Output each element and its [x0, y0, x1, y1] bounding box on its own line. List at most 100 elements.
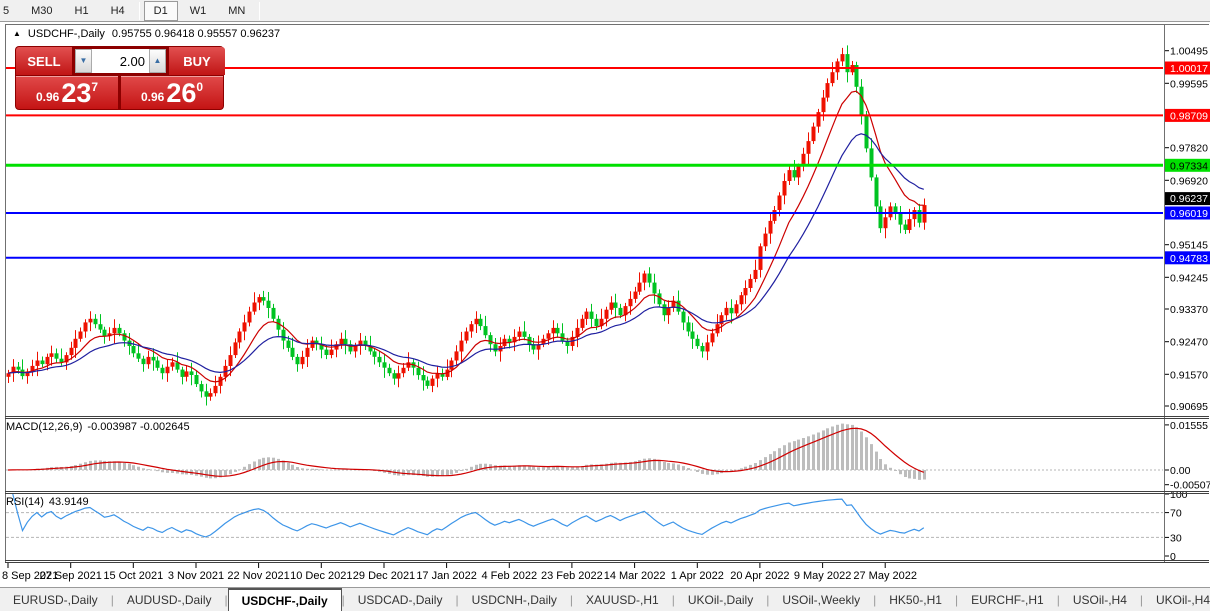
volume-spinner: ▼ ▲ — [74, 48, 167, 74]
timeframe-button-w1[interactable]: W1 — [180, 1, 217, 21]
tab-separator: | — [954, 592, 959, 607]
volume-increase-button[interactable]: ▲ — [149, 49, 166, 73]
tab-separator: | — [1056, 592, 1060, 607]
buy-button[interactable]: BUY — [169, 47, 225, 75]
svg-text:0.91570: 0.91570 — [1170, 369, 1208, 381]
timeframe-button-d1[interactable]: D1 — [143, 0, 178, 21]
rsi-pane: 100 70 30 0 — [6, 489, 1188, 563]
svg-text:0.98709: 0.98709 — [1170, 110, 1208, 122]
timeframe-button-h1[interactable]: H1 — [65, 1, 99, 21]
tab-separator: | — [341, 592, 345, 607]
sell-pips: 23 — [61, 78, 92, 108]
chart-window: 1.00495 0.99595 0.97820 0.96920 0.95145 0.942… — [0, 22, 1210, 587]
svg-text:1.00017: 1.00017 — [1170, 63, 1208, 75]
price-chart-canvas[interactable]: 1.00495 0.99595 0.97820 0.96920 0.95145 0.942… — [0, 22, 1210, 587]
svg-text:-0.005075: -0.005075 — [1170, 480, 1210, 492]
buy-big-figure: 0.96 — [140, 90, 165, 104]
svg-text:23 Feb 2022: 23 Feb 2022 — [541, 570, 603, 582]
tab-usdcad-daily[interactable]: USDCAD-,Daily — [357, 592, 443, 607]
tab-separator: | — [569, 592, 574, 607]
macd-pane: 0.01555 0.00 -0.005075 — [6, 420, 1210, 492]
macd-indicator-label: MACD(12,26,9) -0.003987 -0.002645 — [6, 421, 195, 433]
tab-separator: | — [873, 592, 877, 607]
rsi-indicator-label: RSI(14) 43.9149 — [6, 496, 94, 508]
pane-borders — [5, 24, 1209, 563]
timeframe-button-m30[interactable]: M30 — [21, 1, 62, 21]
svg-text:9 May 2022: 9 May 2022 — [794, 570, 851, 582]
collapse-panel-arrow-icon[interactable]: ▲ — [13, 28, 21, 38]
svg-text:70: 70 — [1170, 508, 1182, 520]
price-axis: 1.00495 0.99595 0.97820 0.96920 0.95145 0.942… — [1164, 46, 1210, 413]
timeframe-button-5[interactable]: 5 — [0, 1, 19, 21]
volume-input[interactable] — [92, 49, 149, 73]
tab-audusd-daily[interactable]: AUDUSD-,Daily — [126, 592, 212, 607]
sell-price-display[interactable]: 0.96 23 7 — [16, 76, 118, 109]
svg-text:1.00495: 1.00495 — [1170, 46, 1208, 58]
svg-text:0.01555: 0.01555 — [1170, 420, 1208, 432]
svg-text:0.97334: 0.97334 — [1170, 160, 1208, 172]
tab-eurchf-h1[interactable]: EURCHF-,H1 — [971, 592, 1044, 607]
candlesticks — [6, 45, 927, 406]
svg-text:0.99595: 0.99595 — [1170, 78, 1208, 90]
volume-decrease-button[interactable]: ▼ — [75, 49, 92, 73]
svg-text:0.95145: 0.95145 — [1170, 240, 1208, 252]
svg-text:0.96019: 0.96019 — [1170, 208, 1208, 220]
svg-text:15 Oct 2021: 15 Oct 2021 — [103, 570, 163, 582]
ma-fast-line — [7, 90, 924, 383]
tab-usoil-h4[interactable]: USOil-,H4 — [1072, 592, 1127, 607]
macd-name: MACD(12,26,9) — [6, 421, 83, 433]
svg-text:22 Nov 2021: 22 Nov 2021 — [227, 570, 289, 582]
timeframe-button-mn[interactable]: MN — [218, 1, 255, 21]
svg-text:0.94783: 0.94783 — [1170, 253, 1208, 265]
tab-xauusd-h1[interactable]: XAUUSD-,H1 — [586, 592, 659, 607]
sell-button[interactable]: SELL — [16, 47, 72, 75]
tab-usdcnh-daily[interactable]: USDCNH-,Daily — [471, 592, 557, 607]
tab-usoil-weekly[interactable]: USOil-,Weekly — [782, 592, 861, 607]
svg-text:0.00: 0.00 — [1170, 465, 1191, 477]
svg-text:17 Jan 2022: 17 Jan 2022 — [416, 570, 477, 582]
tab-usdchf-daily[interactable]: USDCHF-,Daily — [227, 588, 342, 611]
up-arrow-icon: ▲ — [153, 56, 162, 65]
svg-text:14 Mar 2022: 14 Mar 2022 — [604, 570, 666, 582]
macd-signal-line — [7, 427, 925, 477]
svg-text:0.94245: 0.94245 — [1170, 272, 1208, 284]
svg-text:0.92470: 0.92470 — [1170, 337, 1208, 349]
chart-ohlc-values: 0.95755 0.96418 0.95557 0.96237 — [111, 28, 281, 40]
svg-text:10 Dec 2021: 10 Dec 2021 — [290, 570, 352, 582]
moving-averages — [7, 90, 924, 383]
tab-separator: | — [671, 592, 675, 607]
buy-pips: 26 — [166, 78, 197, 108]
sell-big-figure: 0.96 — [35, 90, 60, 104]
tab-eurusd-daily[interactable]: EURUSD-,Daily — [13, 592, 98, 607]
svg-text:0.90695: 0.90695 — [1170, 401, 1208, 413]
buy-pipette: 0 — [196, 80, 204, 94]
svg-text:27 Sep 2021: 27 Sep 2021 — [40, 570, 102, 582]
chart-symbol-period: USDCHF-,Daily — [27, 28, 105, 40]
timeframe-button-h4[interactable]: H4 — [101, 1, 135, 21]
chart-title: ▲ USDCHF-,Daily 0.95755 0.96418 0.95557 … — [13, 28, 280, 40]
svg-text:4 Feb 2022: 4 Feb 2022 — [481, 570, 537, 582]
svg-text:0: 0 — [1170, 551, 1176, 563]
sell-pipette: 7 — [91, 80, 99, 94]
buy-price-display[interactable]: 0.96 26 0 — [121, 76, 223, 109]
ma-slow-line — [7, 133, 924, 374]
svg-text:8 Sep 2021: 8 Sep 2021 — [2, 570, 58, 582]
svg-text:100: 100 — [1170, 489, 1188, 501]
svg-text:1 Apr 2022: 1 Apr 2022 — [671, 570, 724, 582]
one-click-trading-panel: SELL ▼ ▲ BUY 0.96 23 7 — [15, 46, 225, 110]
rsi-line — [12, 493, 925, 538]
svg-text:0.96920: 0.96920 — [1170, 175, 1208, 187]
svg-text:29 Dec 2021: 29 Dec 2021 — [353, 570, 415, 582]
rsi-name: RSI(14) — [6, 496, 44, 508]
current-price-badge — [1165, 192, 1210, 206]
tab-ukoil-daily[interactable]: UKOil-,Daily — [687, 592, 754, 607]
toolbar-separator — [138, 1, 140, 20]
down-arrow-icon: ▼ — [79, 56, 88, 65]
tab-separator: | — [766, 592, 770, 607]
tab-ukoil-h4[interactable]: UKOil-,H4 — [1156, 592, 1210, 607]
tab-separator: | — [110, 592, 114, 607]
tab-hk50-h1[interactable]: HK50-,H1 — [889, 592, 942, 607]
tab-separator: | — [224, 592, 228, 607]
